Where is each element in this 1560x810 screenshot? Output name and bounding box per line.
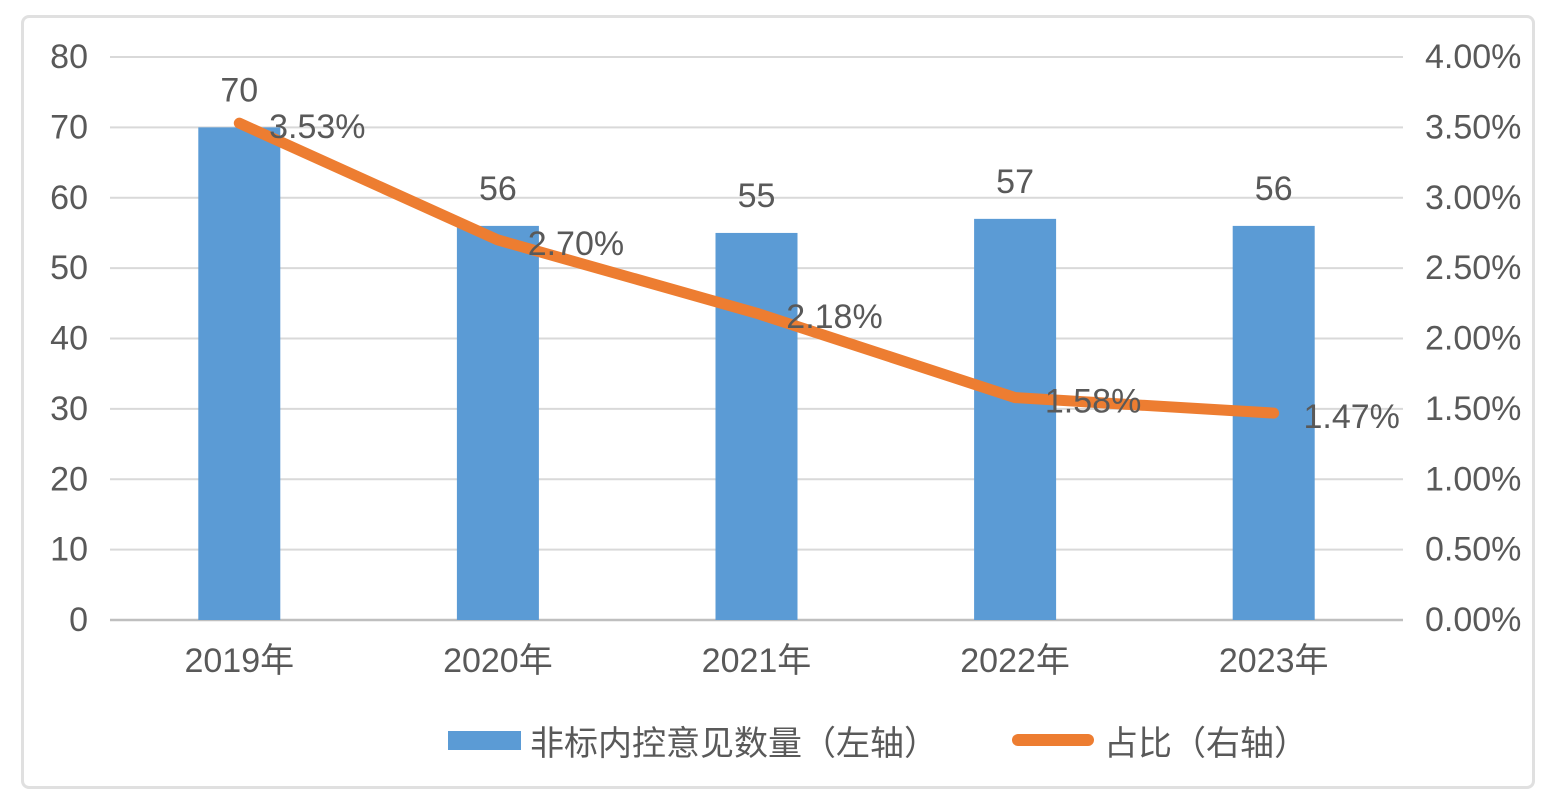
legend-label-line-series: 占比（右轴） — [1104, 724, 1308, 763]
x-axis-label: 2020年 — [443, 642, 553, 680]
left-axis-tick-label: 40 — [50, 320, 88, 358]
bar-2019年[interactable] — [198, 127, 281, 620]
left-axis-tick-label: 50 — [50, 249, 88, 287]
bar-value-label: 55 — [738, 177, 776, 215]
x-axis-label: 2019年 — [184, 642, 294, 680]
right-axis-tick-label: 2.50% — [1425, 249, 1521, 287]
right-axis-tick-label: 3.50% — [1425, 108, 1521, 146]
bar-value-label: 56 — [1255, 170, 1293, 208]
line-value-label: 1.47% — [1303, 398, 1399, 436]
x-axis-label: 2022年 — [960, 642, 1070, 680]
line-value-label: 1.58% — [1045, 383, 1141, 421]
right-axis-tick-label: 4.00% — [1425, 38, 1521, 76]
line-value-label: 2.18% — [786, 298, 882, 336]
bar-series-swatch-icon — [448, 730, 521, 750]
line-series[interactable] — [233, 117, 1280, 419]
bar-2020年[interactable] — [456, 225, 539, 620]
line-value-label: 2.70% — [528, 225, 624, 263]
bar-2021年[interactable] — [715, 232, 798, 620]
left-axis-tick-label: 80 — [50, 38, 88, 76]
left-axis-tick-label: 60 — [50, 179, 88, 217]
left-axis-tick-label: 0 — [69, 601, 88, 639]
left-axis-tick-label: 70 — [50, 108, 88, 146]
left-axis-tick-label: 10 — [50, 531, 88, 569]
x-axis-label: 2021年 — [702, 642, 812, 680]
line-series-swatch-icon — [1012, 734, 1094, 746]
left-axis-tick-label: 30 — [50, 390, 88, 428]
legend-item-bar-series[interactable]: 非标内控意见数量（左轴） — [448, 716, 938, 765]
line-value-label: 3.53% — [269, 108, 365, 146]
bar-2022年[interactable] — [974, 218, 1057, 621]
legend-label-bar-series: 非标内控意见数量（左轴） — [530, 724, 938, 763]
bar-value-label: 70 — [220, 71, 258, 109]
right-axis-tick-label: 0.50% — [1425, 531, 1521, 569]
right-axis-tick-label: 2.00% — [1425, 320, 1521, 358]
right-axis-tick-label: 1.00% — [1425, 460, 1521, 498]
bar-2023年[interactable] — [1232, 225, 1315, 620]
bar-value-label: 56 — [479, 170, 517, 208]
right-axis-tick-label: 3.00% — [1425, 179, 1521, 217]
legend: 非标内控意见数量（左轴） 占比（右轴） — [448, 716, 1308, 765]
right-axis-tick-label: 1.50% — [1425, 390, 1521, 428]
x-axis-label: 2023年 — [1219, 642, 1329, 680]
bar-value-label: 57 — [996, 163, 1034, 201]
legend-item-line-series[interactable]: 占比（右轴） — [1012, 716, 1308, 765]
left-axis-tick-label: 20 — [50, 460, 88, 498]
right-axis-tick-label: 0.00% — [1425, 601, 1521, 639]
